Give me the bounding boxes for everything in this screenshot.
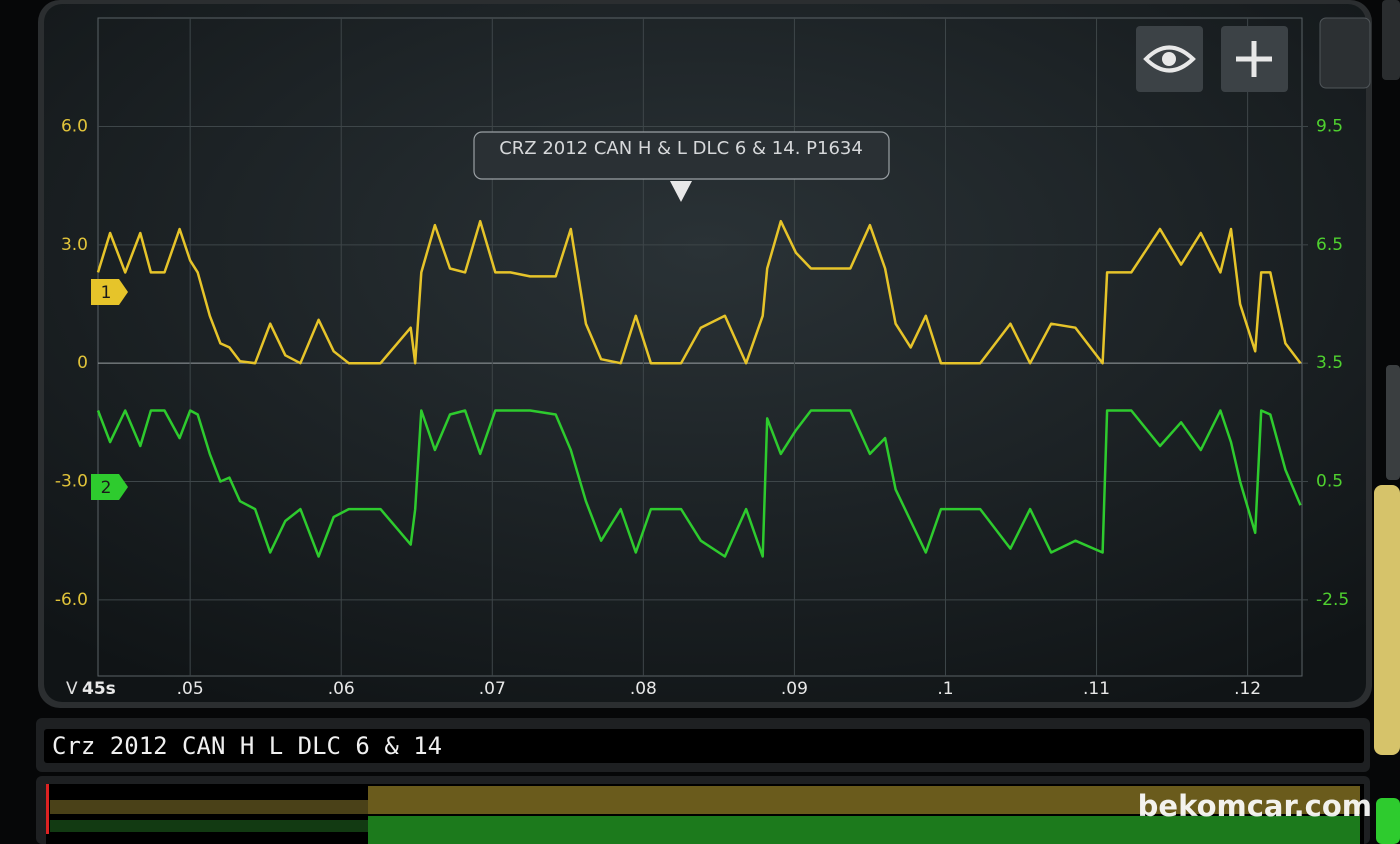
y-tick-label: 0 [77,353,88,373]
plot-border [97,17,1303,677]
watermark: bekomcar.com [1138,789,1372,823]
x-tick-label: .12 [1234,679,1261,699]
y2-tick-label: 3.5 [1316,353,1343,373]
side-handle[interactable] [1319,17,1371,89]
x-tick-label: .07 [479,679,506,699]
y-tick-label: 6.0 [61,116,88,136]
marker-label: 2 [101,478,112,498]
x-tick-label: .1 [937,679,953,699]
overview-yellow-a [50,800,368,814]
y-tick-label: 3.0 [61,235,88,255]
x-tick-label: .08 [630,679,657,699]
overview-cursor [46,784,49,834]
y-unit: V [66,679,78,699]
trace-line [96,409,1302,558]
y2-tick-label: -2.5 [1316,590,1349,610]
x-tick-label: .05 [177,679,204,699]
side-tab [1382,0,1400,80]
y2-tick-label: 9.5 [1316,116,1343,136]
x-origin: 45s [82,679,116,699]
overview-green-b [368,816,1360,844]
eye-pupil [1162,52,1176,66]
name-bar [44,729,1364,763]
x-tick-label: .09 [781,679,808,699]
overview-yellow-b [368,786,1360,814]
plus-icon [1236,41,1272,77]
marker-label: 1 [101,283,112,303]
scrollbar[interactable] [1374,485,1400,755]
y-tick-label: -6.0 [55,590,88,610]
y2-tick-label: 6.5 [1316,235,1343,255]
overview-green-a [50,820,368,832]
grid: 6.0 3.0 0 -3.0 -6.0 9.5 6.5 3.5 0.5 -2.5 .05 .06 .07… [55,18,1349,699]
x-tick-label: .11 [1083,679,1110,699]
trace-line [96,219,1302,365]
marker-shape [91,279,128,305]
traces [96,219,1302,558]
channel-2-marker[interactable]: 2 [91,474,128,500]
y-tick-label: -3.0 [55,472,88,492]
overview-handle [1376,798,1400,844]
marker-shape [91,474,128,500]
panel [44,4,1366,702]
eye-icon [1143,45,1196,73]
eye-button[interactable] [1136,26,1203,92]
side-tab-2 [1386,365,1400,480]
add-button[interactable] [1221,26,1288,92]
tooltip-pointer [670,181,692,202]
channel-1-marker[interactable]: 1 [91,279,128,305]
y2-tick-label: 0.5 [1316,472,1343,492]
tooltip-text: CRZ 2012 CAN H & L DLC 6 & 14. P1634 [499,138,863,159]
trace-name: Crz 2012 CAN H L DLC 6 & 14 [52,732,442,760]
tooltip-box [473,131,890,180]
x-tick-label: .06 [328,679,355,699]
